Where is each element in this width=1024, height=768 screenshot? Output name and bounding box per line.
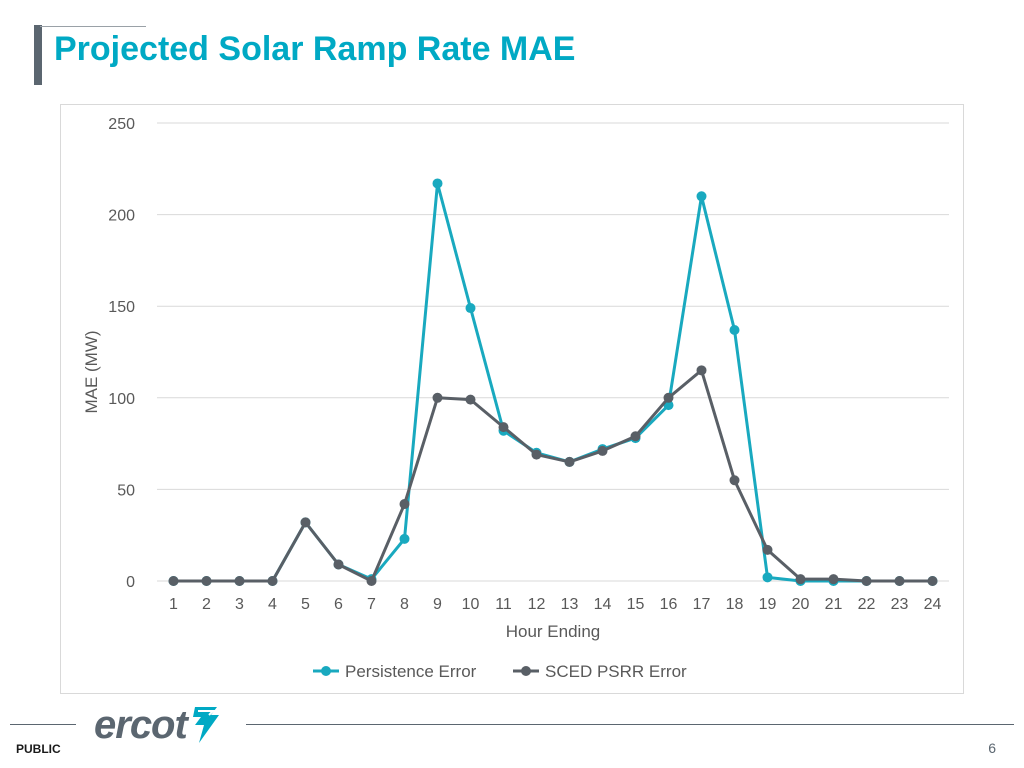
legend-swatch-marker — [521, 666, 531, 676]
logo-wordmark: ercot — [94, 702, 188, 747]
series-2-point — [201, 576, 212, 586]
texas-bolt-icon — [192, 707, 219, 743]
x-tick-label: 19 — [759, 596, 777, 613]
x-tick-label: 4 — [268, 596, 277, 613]
x-tick-label: 21 — [825, 596, 843, 613]
series-2-point — [828, 574, 839, 585]
y-tick-label: 150 — [108, 299, 135, 316]
series-line-2 — [173, 368, 933, 583]
series-2-point — [531, 449, 542, 460]
chart-frame: 0 50 100 150 200 250 1 2 3 4 5 6 7 8 9 10 11 12 13 14 15 16 17… — [60, 104, 964, 694]
footer-rule-right — [246, 724, 1014, 725]
x-tick-label: 2 — [202, 596, 211, 613]
x-tick-label: 20 — [792, 596, 810, 613]
x-tick-label: 5 — [301, 596, 310, 613]
x-tick-label: 13 — [561, 596, 579, 613]
series-2-point — [861, 576, 872, 586]
x-tick-label: 7 — [367, 596, 376, 613]
series-2-point — [729, 475, 740, 486]
y-tick-label: 100 — [108, 391, 135, 408]
legend-swatch-marker — [321, 666, 331, 676]
legend-label: Persistence Error — [345, 662, 477, 681]
y-tick-label: 0 — [126, 574, 135, 591]
page-title: Projected Solar Ramp Rate MAE — [54, 30, 576, 68]
series-2-point — [432, 392, 443, 403]
y-tick-label: 50 — [117, 482, 135, 499]
series-2-point — [696, 365, 707, 376]
x-tick-label: 17 — [693, 596, 711, 613]
series-2-point — [597, 445, 608, 456]
y-tick-label: 250 — [108, 116, 135, 133]
series-line-1 — [173, 181, 933, 583]
x-tick-label: 10 — [462, 596, 480, 613]
x-tick-label: 11 — [495, 596, 512, 613]
series-2-point — [168, 576, 179, 586]
legend-label: SCED PSRR Error — [545, 662, 687, 681]
series-1-point — [465, 303, 476, 314]
series-2-point — [795, 574, 806, 585]
footer-rule-left — [10, 724, 76, 725]
x-tick-label: 6 — [334, 596, 343, 613]
y-tick-label: 200 — [108, 208, 135, 225]
series-1-point — [696, 191, 707, 202]
x-tick-label: 1 — [169, 596, 178, 613]
series-2-point — [564, 456, 575, 467]
series-2-point — [465, 394, 476, 405]
x-tick-label: 14 — [594, 596, 612, 613]
x-tick-label: 12 — [528, 596, 546, 613]
series-2-point — [762, 544, 773, 555]
series-2-point — [366, 576, 377, 586]
y-axis-title: MAE (MW) — [82, 330, 101, 413]
series-2-point — [498, 422, 509, 433]
x-tick-label: 18 — [726, 596, 744, 613]
x-tick-label: 16 — [660, 596, 678, 613]
series-2-point — [663, 392, 674, 403]
series-2-point — [927, 576, 938, 586]
series-2-point — [234, 576, 245, 586]
x-tick-label: 15 — [627, 596, 645, 613]
x-tick-label: 23 — [891, 596, 909, 613]
series-1-point — [762, 572, 773, 583]
series-2-point — [399, 499, 410, 510]
x-tick-label: 22 — [858, 596, 876, 613]
x-tick-label: 24 — [924, 596, 942, 613]
title-accent-bar — [34, 25, 42, 85]
series-2-point — [333, 559, 344, 570]
x-tick-label: 9 — [433, 596, 442, 613]
series-1-point — [729, 325, 740, 336]
title-top-rule — [40, 26, 146, 27]
ercot-logo: ercot — [94, 700, 223, 750]
series-2-point — [630, 431, 641, 442]
x-tick-label: 3 — [235, 596, 244, 613]
x-tick-label: 8 — [400, 596, 409, 613]
series-2-point — [267, 576, 278, 586]
series-1-point — [432, 178, 443, 189]
series-1-point — [399, 533, 410, 544]
series-2-point — [894, 576, 905, 586]
series-2-point — [300, 517, 311, 528]
page-number: 6 — [988, 740, 996, 756]
classification-label: PUBLIC — [16, 742, 61, 756]
x-axis-title: Hour Ending — [506, 622, 601, 641]
